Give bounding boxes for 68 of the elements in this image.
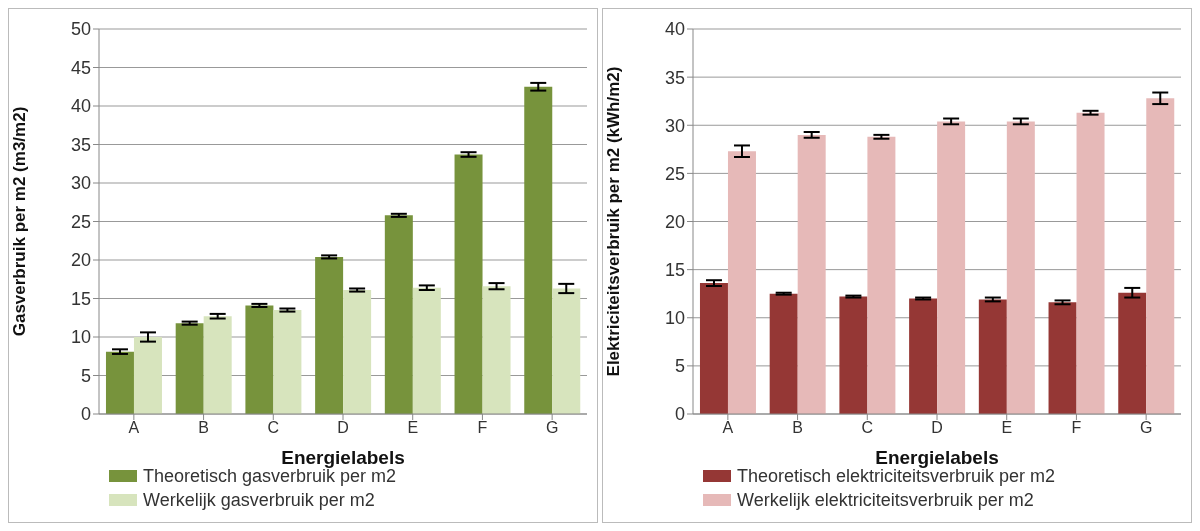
- bar: [699, 283, 728, 414]
- bar: [937, 121, 966, 414]
- y-tick-label: 20: [70, 250, 91, 271]
- x-tick-label: G: [545, 419, 559, 437]
- x-tick-label: E: [407, 419, 419, 437]
- legend-label: Werkelijk elektriciteitsverbruik per m2: [737, 489, 1034, 511]
- x-tick-label: F: [1071, 419, 1082, 437]
- bar: [839, 296, 868, 414]
- y-tick-label: 45: [70, 57, 91, 78]
- y-tick-label: 35: [70, 134, 91, 155]
- y-tick-label: 10: [70, 327, 91, 348]
- bar: [273, 310, 302, 414]
- x-tick-label: G: [1139, 419, 1153, 437]
- x-tick-label: D: [337, 419, 349, 437]
- y-tick-label: 15: [70, 288, 91, 309]
- x-axis-title: Energielabels: [281, 447, 405, 468]
- bar: [797, 134, 826, 414]
- x-tick-label: F: [477, 419, 488, 437]
- x-tick-label: B: [792, 419, 803, 437]
- bar: [384, 215, 413, 414]
- bar: [1118, 292, 1147, 414]
- bar: [1006, 121, 1035, 414]
- y-tick-label: 20: [664, 211, 685, 232]
- x-tick-label: A: [128, 419, 140, 437]
- bar: [1048, 302, 1077, 414]
- x-tick-label: B: [198, 419, 209, 437]
- bar: [245, 305, 274, 414]
- bar: [203, 316, 232, 414]
- y-tick-label: 40: [664, 19, 685, 40]
- y-tick-label: 40: [70, 96, 91, 117]
- y-tick-label: 5: [674, 356, 685, 377]
- y-tick-label: 35: [664, 67, 685, 88]
- y-axis-title: Elektriciteitsverbruik per m2 (kWh/m2): [604, 66, 624, 377]
- y-tick-label: 0: [674, 404, 685, 425]
- bar: [412, 287, 441, 414]
- x-tick-label: D: [931, 419, 943, 437]
- bar: [133, 337, 162, 414]
- y-tick-label: 50: [70, 19, 91, 40]
- x-tick-label: C: [861, 419, 874, 437]
- y-tick-label: 15: [664, 260, 685, 281]
- bar: [482, 286, 511, 414]
- y-tick-label: 30: [664, 115, 685, 136]
- y-tick-label: 30: [70, 173, 91, 194]
- bar: [454, 154, 483, 414]
- bar: [552, 288, 581, 414]
- y-tick-label: 25: [664, 163, 685, 184]
- bar: [315, 256, 344, 414]
- y-tick-label: 25: [70, 211, 91, 232]
- bar: [727, 151, 756, 414]
- bar: [1146, 98, 1175, 414]
- y-tick-label: 10: [664, 308, 685, 329]
- x-tick-label: E: [1001, 419, 1013, 437]
- bar: [978, 299, 1007, 414]
- x-axis-title: Energielabels: [875, 447, 999, 468]
- bar: [524, 86, 553, 414]
- bar: [769, 293, 798, 414]
- bar: [343, 290, 372, 414]
- legend-label: Werkelijk gasverbruik per m2: [143, 489, 375, 511]
- bar: [105, 351, 134, 414]
- bar: [1076, 112, 1105, 414]
- x-tick-label: A: [722, 419, 734, 437]
- x-tick-label: C: [267, 419, 280, 437]
- bar: [867, 136, 896, 414]
- bar: [175, 323, 204, 414]
- y-tick-label: 0: [80, 404, 91, 425]
- bar: [909, 298, 938, 414]
- y-axis-title: Gasverbruik per m2 (m3/m2): [10, 106, 30, 337]
- y-tick-label: 5: [80, 365, 91, 386]
